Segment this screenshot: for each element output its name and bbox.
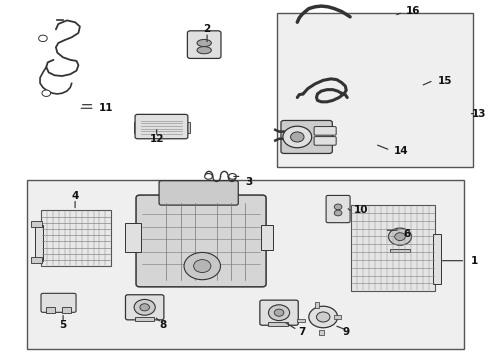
Bar xyxy=(389,249,409,252)
Text: 8: 8 xyxy=(159,320,166,330)
Circle shape xyxy=(387,228,411,245)
Bar xyxy=(314,302,319,308)
Circle shape xyxy=(193,260,210,273)
Ellipse shape xyxy=(197,46,211,54)
Circle shape xyxy=(268,305,289,320)
FancyBboxPatch shape xyxy=(187,31,221,58)
Bar xyxy=(185,122,190,133)
FancyBboxPatch shape xyxy=(125,295,163,320)
Bar xyxy=(62,307,71,313)
Bar xyxy=(432,234,440,284)
Circle shape xyxy=(290,132,304,142)
Bar xyxy=(268,322,287,326)
Bar xyxy=(46,307,55,313)
Circle shape xyxy=(42,90,50,96)
Text: 2: 2 xyxy=(203,24,210,35)
Bar xyxy=(41,211,111,266)
Circle shape xyxy=(283,126,311,148)
Text: 4: 4 xyxy=(71,191,79,201)
Bar xyxy=(297,319,305,322)
FancyBboxPatch shape xyxy=(313,136,335,145)
Circle shape xyxy=(204,174,212,179)
Text: 15: 15 xyxy=(437,76,451,86)
Text: 12: 12 xyxy=(149,134,163,144)
Text: 14: 14 xyxy=(393,146,408,156)
Text: 3: 3 xyxy=(245,177,252,187)
Circle shape xyxy=(394,233,405,240)
FancyBboxPatch shape xyxy=(159,181,238,205)
Text: 1: 1 xyxy=(470,256,477,266)
Bar xyxy=(31,257,42,263)
Text: 16: 16 xyxy=(406,6,420,17)
Bar xyxy=(333,315,341,319)
Circle shape xyxy=(274,309,283,316)
FancyBboxPatch shape xyxy=(325,195,349,223)
Ellipse shape xyxy=(197,40,211,46)
FancyBboxPatch shape xyxy=(259,300,298,325)
Text: 13: 13 xyxy=(471,109,486,119)
Circle shape xyxy=(308,306,337,328)
Text: 6: 6 xyxy=(403,229,410,239)
Circle shape xyxy=(39,35,47,41)
Circle shape xyxy=(334,204,341,210)
Bar xyxy=(35,225,43,261)
Bar xyxy=(27,180,463,348)
Bar xyxy=(319,329,324,335)
Bar xyxy=(276,13,472,167)
FancyBboxPatch shape xyxy=(41,293,76,312)
Circle shape xyxy=(228,174,236,179)
Text: 5: 5 xyxy=(60,320,66,330)
FancyBboxPatch shape xyxy=(281,121,332,153)
FancyBboxPatch shape xyxy=(313,127,335,135)
Bar xyxy=(134,122,139,133)
Text: 7: 7 xyxy=(298,327,305,337)
FancyBboxPatch shape xyxy=(382,221,417,252)
FancyBboxPatch shape xyxy=(135,114,187,139)
Bar xyxy=(350,205,434,291)
Bar xyxy=(124,223,141,252)
Circle shape xyxy=(334,210,341,216)
Bar xyxy=(135,317,154,320)
Text: 10: 10 xyxy=(353,206,367,216)
Text: 11: 11 xyxy=(99,103,113,113)
Bar xyxy=(261,225,273,250)
Circle shape xyxy=(316,312,329,322)
Circle shape xyxy=(183,252,220,280)
Circle shape xyxy=(134,300,155,315)
Text: 9: 9 xyxy=(342,327,349,337)
FancyBboxPatch shape xyxy=(136,195,265,287)
Circle shape xyxy=(140,304,149,311)
Bar xyxy=(31,221,42,226)
